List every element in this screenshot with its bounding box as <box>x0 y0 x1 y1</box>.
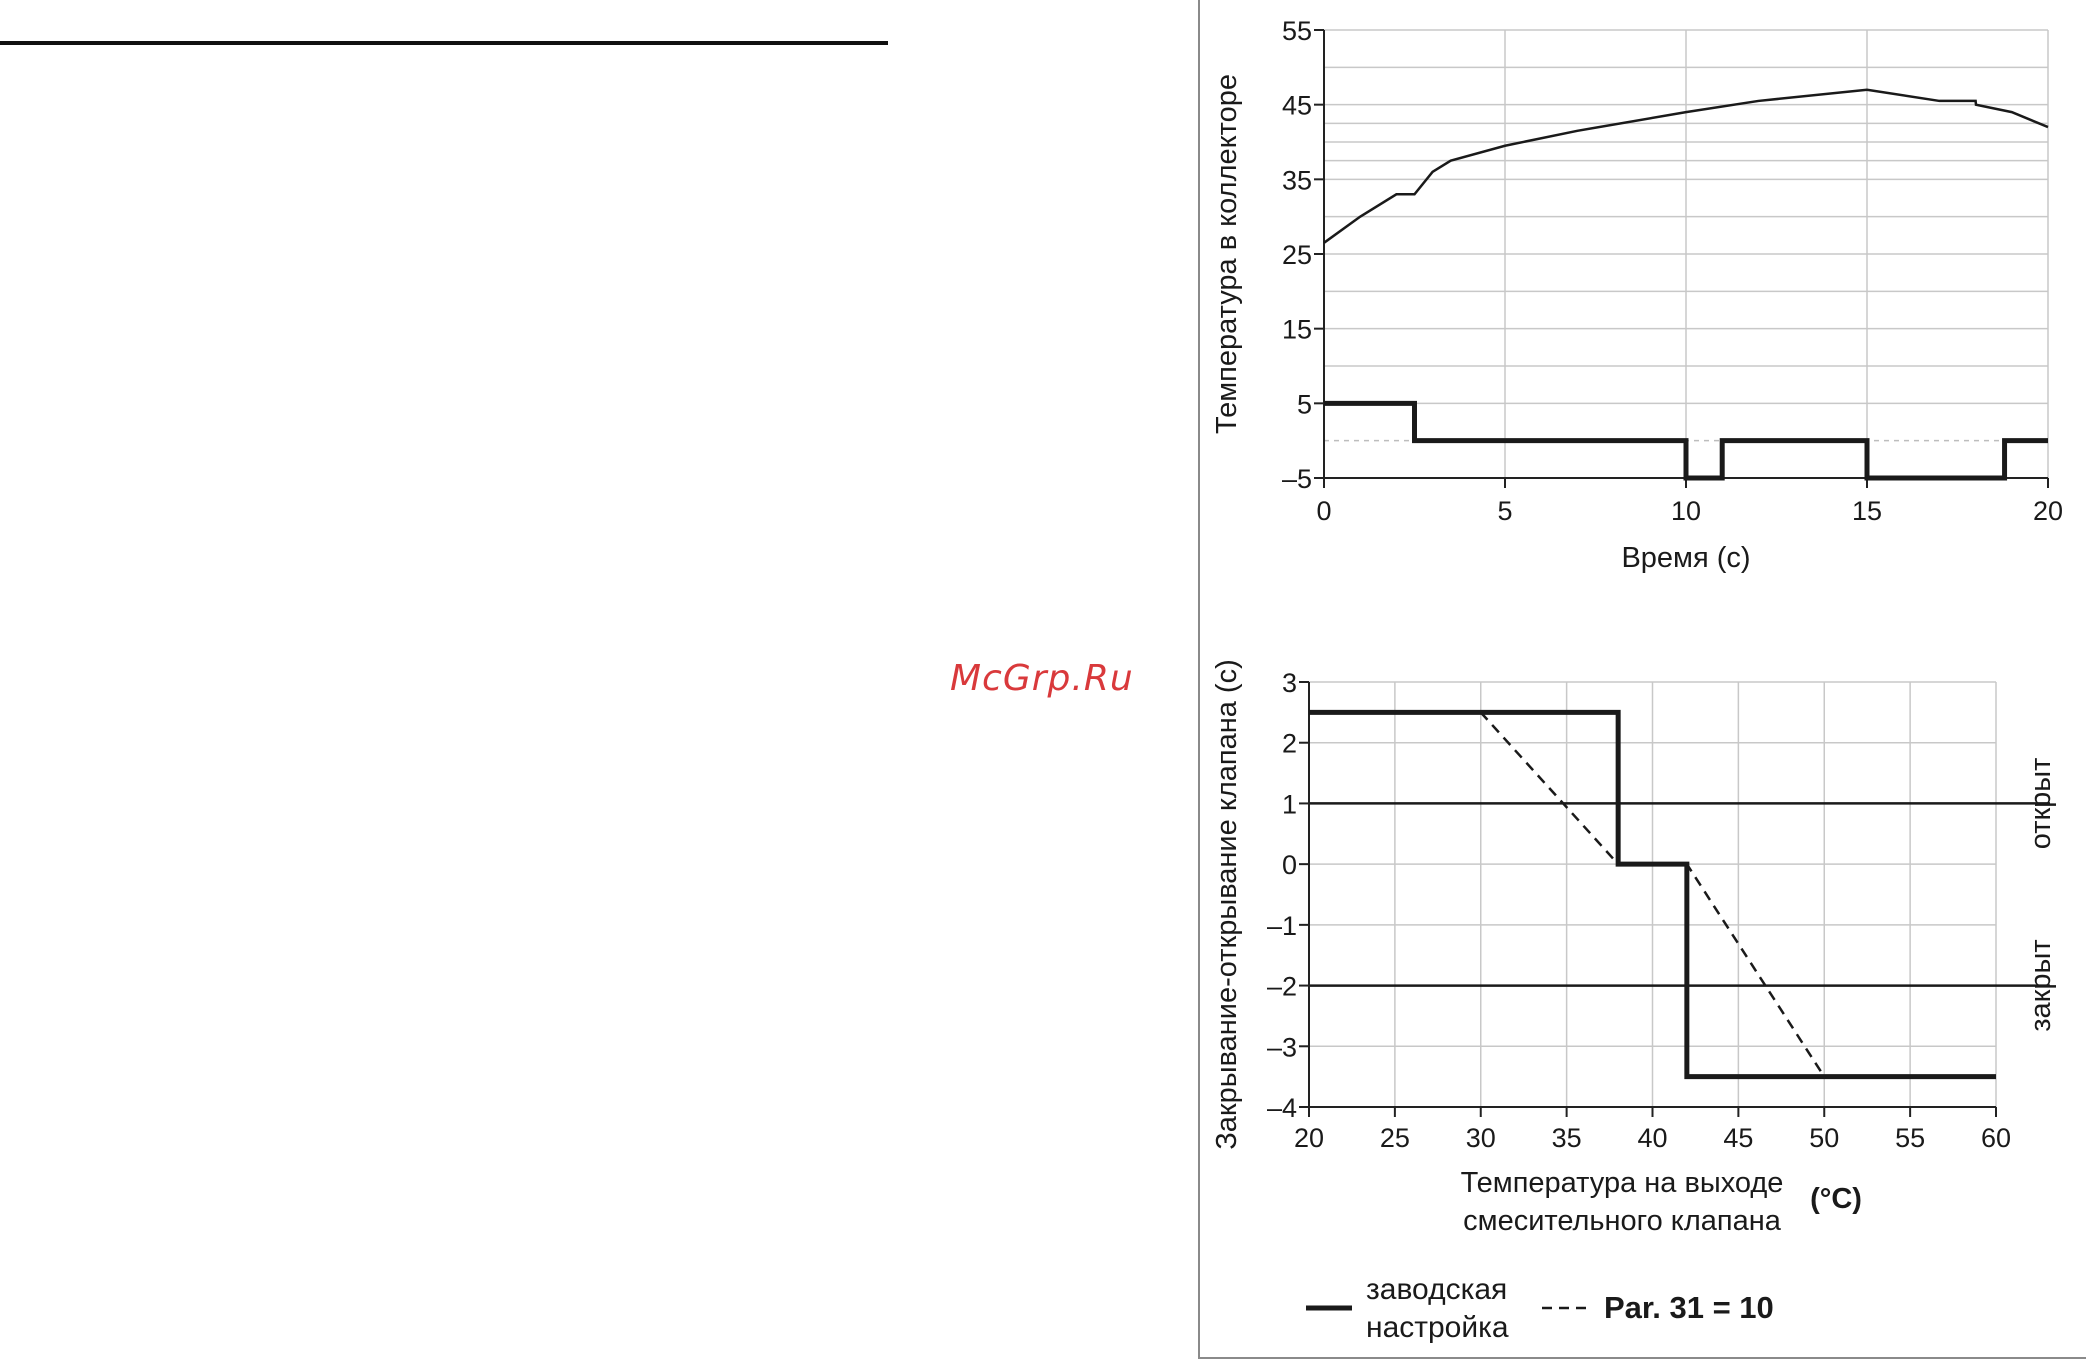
y-tick-label: 55 <box>1282 16 1312 46</box>
x-tick-label: 5 <box>1497 496 1512 526</box>
y-tick-label: –3 <box>1267 1032 1297 1062</box>
x-tick-label: 15 <box>1852 496 1882 526</box>
y-tick-label: –4 <box>1267 1093 1297 1123</box>
y-tick-label: 15 <box>1282 315 1312 345</box>
x-tick-label: 10 <box>1671 496 1701 526</box>
x-axis-label: Время (с) <box>1621 542 1750 574</box>
x-tick-label: 55 <box>1895 1123 1925 1153</box>
y-tick-label: –5 <box>1282 464 1312 494</box>
x-tick-label: 40 <box>1637 1123 1667 1153</box>
y-tick-label: 5 <box>1297 389 1312 419</box>
y-tick-label: 1 <box>1282 789 1297 819</box>
top-horizontal-rule <box>0 41 888 45</box>
x-tick-label: 0 <box>1316 496 1331 526</box>
x-tick-label: 20 <box>1294 1123 1324 1153</box>
y-tick-label: 0 <box>1282 850 1297 880</box>
temperature-curve <box>1323 88 2049 244</box>
y-tick-label: 25 <box>1282 240 1312 270</box>
x-tick-label: 45 <box>1723 1123 1753 1153</box>
x-tick-label: 20 <box>2033 496 2063 526</box>
legend-label-factory-line-1: заводская <box>1366 1273 1507 1306</box>
watermark-text: McGrp.Ru <box>950 658 1134 699</box>
closed-label: закрыт <box>2025 939 2057 1031</box>
y-axis-label: Температура в коллекторе <box>1211 74 1243 434</box>
x-axis-label-line-2: смесительного клапана <box>1463 1205 1782 1237</box>
y-tick-label: –2 <box>1267 972 1297 1002</box>
y-tick-label: –1 <box>1267 911 1297 941</box>
y-tick-label: 35 <box>1282 165 1312 195</box>
x-axis-label-line-1: Температура на выходе <box>1461 1167 1784 1199</box>
y-tick-label: 2 <box>1282 729 1297 759</box>
y-tick-label: 3 <box>1282 668 1297 698</box>
y-tick-label: 45 <box>1282 91 1312 121</box>
open-label: открыт <box>2025 758 2057 850</box>
legend-label-factory-line-2: настройка <box>1366 1311 1509 1344</box>
x-tick-label: 25 <box>1380 1123 1410 1153</box>
x-tick-label: 35 <box>1552 1123 1582 1153</box>
valve-step-signal <box>1324 400 2048 481</box>
figure-frame <box>1198 0 2086 1359</box>
par31-dashed-series <box>1479 711 1826 1078</box>
legend-label-par31: Par. 31 = 10 <box>1604 1290 1774 1325</box>
x-tick-label: 30 <box>1466 1123 1496 1153</box>
y-axis-label: Закрывание-открывание клапана (с) <box>1211 659 1243 1149</box>
x-axis-unit: (°C) <box>1810 1183 1862 1215</box>
x-tick-label: 60 <box>1981 1123 2011 1153</box>
x-tick-label: 50 <box>1809 1123 1839 1153</box>
valve-opening-chart: открыт закрыт –4 –3 –2 –1 0 1 2 3 20 25 30 35 40 45 50 55… <box>1211 659 2057 1344</box>
collector-temperature-chart: –5 5 15 25 35 45 55 0 5 10 15 20 Время (с) Температур… <box>1211 16 2063 574</box>
